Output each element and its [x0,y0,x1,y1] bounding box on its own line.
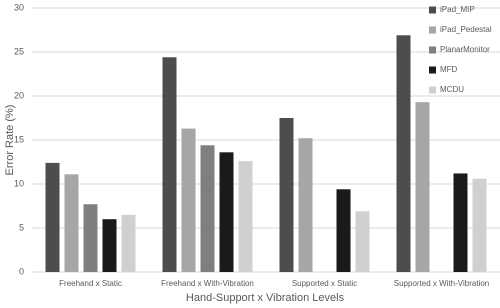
bar [64,174,79,272]
bar [355,211,370,272]
bar [45,162,60,272]
y-tick-label: 5 [19,222,24,232]
y-tick-label: 30 [14,2,24,12]
bar [200,145,215,272]
bar [83,204,98,272]
x-tick-label: Supported x With-Vibration [394,279,489,288]
y-tick-label: 20 [14,90,24,100]
legend-label: iPad_Pedestal [440,25,492,34]
x-axis-title: Hand-Support x Vibration Levels [186,292,345,304]
y-tick-label: 0 [19,266,24,276]
bar [472,178,487,272]
legend-swatch [429,66,436,74]
bar [121,214,136,272]
legend-label: MCDU [440,85,464,94]
x-tick-label: Freehand x With-Vibration [161,279,254,288]
legend-swatch [429,26,436,34]
x-tick-label: Freehand x Static [59,279,122,288]
bar [162,57,177,272]
bar [219,152,234,272]
bar [453,173,468,272]
y-tick-label: 25 [14,46,24,56]
bar [336,189,351,272]
x-tick-label: Supported x Static [292,279,357,288]
bar [102,219,117,272]
bar [279,118,294,272]
legend-label: PlanarMonitor [440,45,490,54]
bar [298,138,313,272]
legend-label: iPad_MIP [440,5,475,14]
bar [181,128,196,272]
y-axis-title: Error Rate (%) [4,105,16,176]
bar [415,102,430,272]
bar [238,161,253,272]
y-tick-label: 10 [14,178,24,188]
legend-label: MFD [440,65,458,74]
legend-swatch [429,6,436,14]
legend-swatch [429,86,436,94]
y-tick-label: 15 [14,134,24,144]
legend-swatch [429,46,436,54]
bar [396,35,411,272]
